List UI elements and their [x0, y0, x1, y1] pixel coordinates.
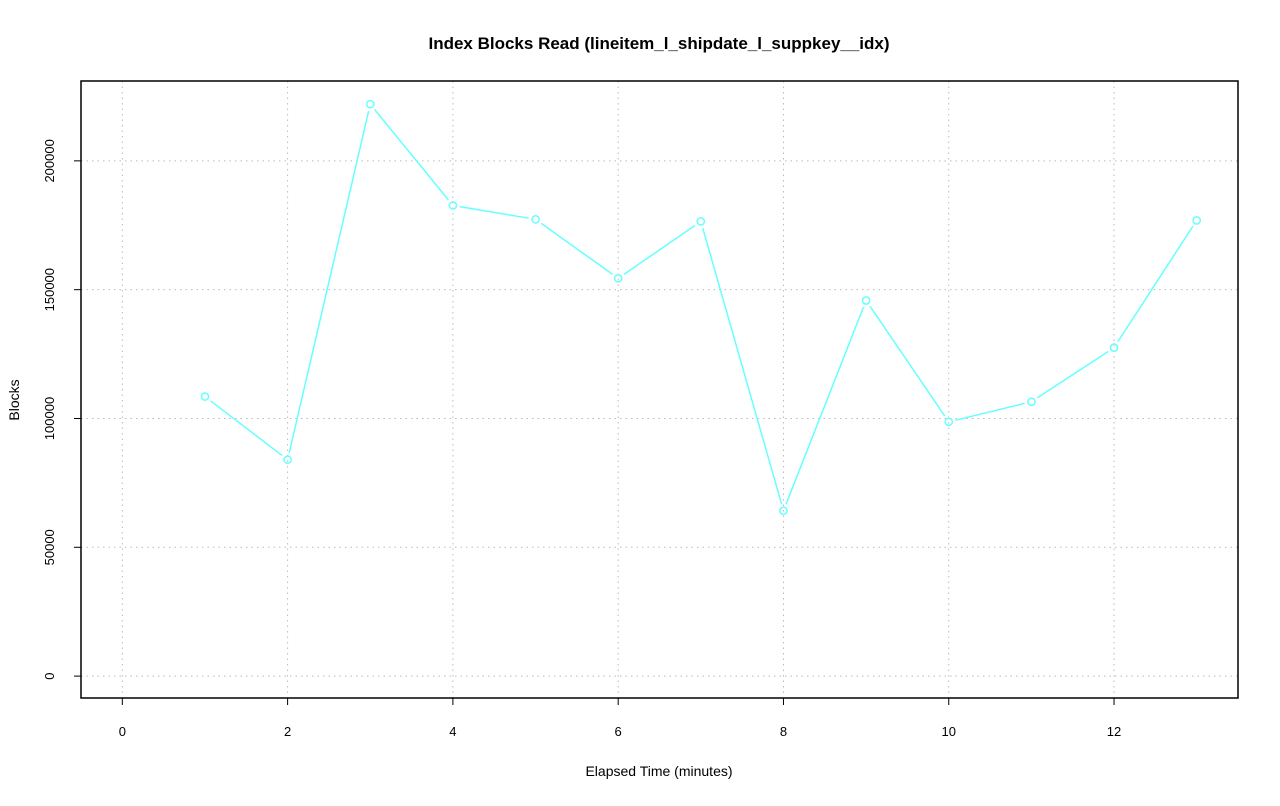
x-tick-label: 8	[780, 724, 787, 739]
data-point	[283, 455, 292, 465]
y-tick-label: 150000	[42, 268, 57, 311]
data-point	[1109, 343, 1119, 352]
data-point	[531, 214, 540, 224]
y-axis-label: Blocks	[6, 379, 22, 420]
series-segment	[288, 110, 370, 454]
data-point	[861, 296, 871, 305]
data-point	[448, 201, 458, 210]
x-tick-label: 4	[449, 724, 456, 739]
series-segment	[869, 305, 946, 417]
series-segment	[1117, 225, 1194, 343]
data-point	[944, 417, 954, 427]
y-tick-label: 100000	[42, 397, 57, 440]
data-point	[1027, 397, 1036, 407]
chart-title: Index Blocks Read (lineitem_l_shipdate_l…	[428, 34, 889, 53]
series-segment	[540, 222, 613, 275]
series-segment	[374, 109, 450, 201]
data-point	[696, 217, 706, 226]
x-tick-label: 10	[942, 724, 956, 739]
y-tick-label: 50000	[42, 529, 57, 565]
plot-frame	[80, 80, 1239, 699]
series-segment	[1036, 350, 1109, 399]
series-segment	[459, 205, 529, 219]
x-tick-label: 6	[615, 724, 622, 739]
x-tick-label: 0	[119, 724, 126, 739]
y-tick-label: 0	[42, 672, 57, 679]
axis-ticks: 0 2 4 6 8 10 12 0 50000 100000 150000 200000	[42, 139, 1121, 739]
data-point	[365, 99, 375, 109]
series-segment	[955, 402, 1025, 421]
data-point	[1192, 216, 1202, 225]
series-line	[200, 99, 1202, 516]
x-axis-label: Elapsed Time (minutes)	[585, 763, 732, 779]
x-tick-label: 12	[1107, 724, 1121, 739]
grid	[81, 81, 1238, 698]
data-point	[779, 506, 788, 516]
series-segment	[702, 227, 783, 505]
series-segment	[785, 306, 865, 505]
data-point	[200, 392, 210, 401]
y-tick-label: 200000	[42, 139, 57, 182]
x-tick-label: 2	[284, 724, 291, 739]
series-segment	[210, 400, 283, 457]
data-point	[613, 273, 623, 283]
series-segment	[623, 224, 696, 275]
